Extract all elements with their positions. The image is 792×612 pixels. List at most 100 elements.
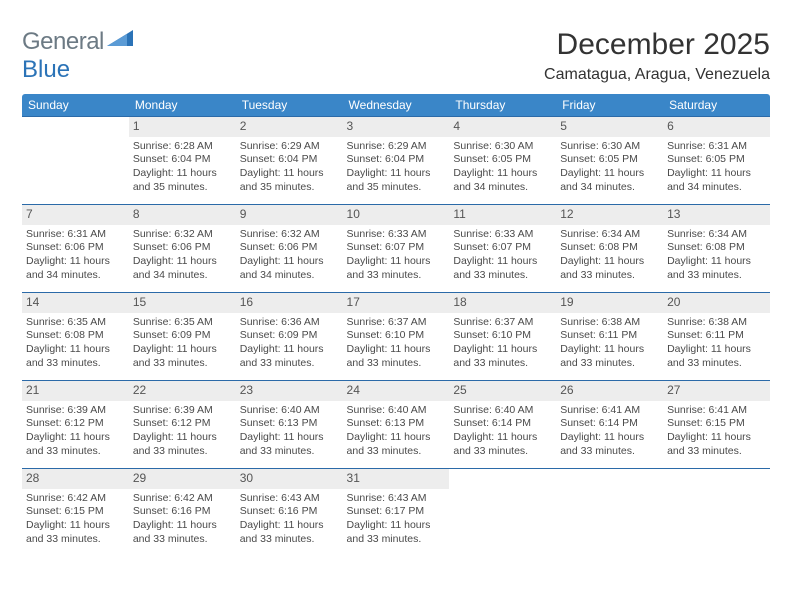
day-info-line: and 33 minutes. [453,357,550,371]
day-number: 1 [129,117,236,137]
day-info-line: Sunrise: 6:36 AM [240,316,337,330]
logo-triangle-icon [107,28,133,46]
day-number: 30 [236,469,343,489]
day-info-line: Daylight: 11 hours [240,431,337,445]
day-number: 16 [236,293,343,313]
day-info-line: Sunset: 6:04 PM [240,153,337,167]
weekday-header: Friday [556,94,663,117]
day-info-line: and 33 minutes. [667,445,764,459]
day-info-line: Sunrise: 6:33 AM [453,228,550,242]
day-info-line: and 33 minutes. [347,269,444,283]
day-info-line: Sunrise: 6:43 AM [347,492,444,506]
day-info-line: Sunrise: 6:41 AM [667,404,764,418]
day-info-line: Sunrise: 6:33 AM [347,228,444,242]
day-info-line: Sunrise: 6:39 AM [133,404,230,418]
day-info-line: Daylight: 11 hours [26,519,123,533]
day-info-line: Daylight: 11 hours [667,167,764,181]
day-info-line: Sunrise: 6:40 AM [453,404,550,418]
calendar-day-cell: 26Sunrise: 6:41 AMSunset: 6:14 PMDayligh… [556,381,663,469]
logo-line2: Blue [22,56,70,84]
calendar-day-cell: 8Sunrise: 6:32 AMSunset: 6:06 PMDaylight… [129,205,236,293]
calendar-day-cell [556,469,663,557]
day-number: 8 [129,205,236,225]
day-info-line: and 35 minutes. [240,181,337,195]
day-number: 12 [556,205,663,225]
day-info-line: and 33 minutes. [560,357,657,371]
day-info-line: Sunset: 6:04 PM [133,153,230,167]
calendar-day-cell [22,117,129,205]
day-info-line: Sunrise: 6:35 AM [26,316,123,330]
weekday-header: Monday [129,94,236,117]
calendar-day-cell: 3Sunrise: 6:29 AMSunset: 6:04 PMDaylight… [343,117,450,205]
day-number: 13 [663,205,770,225]
day-info-line: Sunrise: 6:37 AM [453,316,550,330]
day-info-line: and 33 minutes. [240,445,337,459]
day-info-line: Sunset: 6:07 PM [347,241,444,255]
weekday-header: Wednesday [343,94,450,117]
calendar-day-cell: 15Sunrise: 6:35 AMSunset: 6:09 PMDayligh… [129,293,236,381]
day-number: 4 [449,117,556,137]
day-info-line: Sunrise: 6:32 AM [133,228,230,242]
calendar-day-cell: 10Sunrise: 6:33 AMSunset: 6:07 PMDayligh… [343,205,450,293]
calendar-day-cell: 25Sunrise: 6:40 AMSunset: 6:14 PMDayligh… [449,381,556,469]
day-info-line: Sunrise: 6:41 AM [560,404,657,418]
day-info-line: Sunrise: 6:31 AM [26,228,123,242]
day-info-line: Sunset: 6:04 PM [347,153,444,167]
calendar-week-row: 7Sunrise: 6:31 AMSunset: 6:06 PMDaylight… [22,205,770,293]
day-info-line: and 34 minutes. [667,181,764,195]
day-number: 2 [236,117,343,137]
day-info-line: Sunrise: 6:29 AM [240,140,337,154]
calendar-day-cell: 30Sunrise: 6:43 AMSunset: 6:16 PMDayligh… [236,469,343,557]
day-number: 5 [556,117,663,137]
calendar-week-row: 21Sunrise: 6:39 AMSunset: 6:12 PMDayligh… [22,381,770,469]
day-info-line: Sunrise: 6:40 AM [347,404,444,418]
weekday-header: Tuesday [236,94,343,117]
day-info-line: Sunset: 6:08 PM [26,329,123,343]
calendar-day-cell: 11Sunrise: 6:33 AMSunset: 6:07 PMDayligh… [449,205,556,293]
day-info-line: and 34 minutes. [240,269,337,283]
day-info-line: Daylight: 11 hours [347,255,444,269]
calendar-day-cell: 7Sunrise: 6:31 AMSunset: 6:06 PMDaylight… [22,205,129,293]
day-info-line: Daylight: 11 hours [26,343,123,357]
day-number: 14 [22,293,129,313]
topbar: General December 2025 Camatagua, Aragua,… [22,28,770,84]
calendar-day-cell: 5Sunrise: 6:30 AMSunset: 6:05 PMDaylight… [556,117,663,205]
day-info-line: Sunrise: 6:32 AM [240,228,337,242]
day-number: 29 [129,469,236,489]
day-info-line: Sunset: 6:17 PM [347,505,444,519]
calendar-week-row: 28Sunrise: 6:42 AMSunset: 6:15 PMDayligh… [22,469,770,557]
calendar-day-cell: 28Sunrise: 6:42 AMSunset: 6:15 PMDayligh… [22,469,129,557]
calendar-day-cell: 29Sunrise: 6:42 AMSunset: 6:16 PMDayligh… [129,469,236,557]
day-info-line: and 33 minutes. [133,445,230,459]
day-info-line: Sunset: 6:11 PM [667,329,764,343]
calendar-day-cell: 22Sunrise: 6:39 AMSunset: 6:12 PMDayligh… [129,381,236,469]
day-info-line: and 33 minutes. [26,357,123,371]
day-info-line: and 33 minutes. [560,445,657,459]
calendar-day-cell: 19Sunrise: 6:38 AMSunset: 6:11 PMDayligh… [556,293,663,381]
calendar-day-cell [663,469,770,557]
day-info-line: Daylight: 11 hours [560,255,657,269]
day-info-line: Sunrise: 6:35 AM [133,316,230,330]
calendar-day-cell: 16Sunrise: 6:36 AMSunset: 6:09 PMDayligh… [236,293,343,381]
day-info-line: and 33 minutes. [133,533,230,547]
day-info-line: and 33 minutes. [347,357,444,371]
day-number: 6 [663,117,770,137]
day-info-line: Daylight: 11 hours [240,519,337,533]
calendar-day-cell: 4Sunrise: 6:30 AMSunset: 6:05 PMDaylight… [449,117,556,205]
day-info-line: Sunset: 6:06 PM [133,241,230,255]
day-info-line: Daylight: 11 hours [453,431,550,445]
day-info-line: and 33 minutes. [453,445,550,459]
day-number: 28 [22,469,129,489]
day-info-line: Sunset: 6:12 PM [26,417,123,431]
day-info-line: Sunrise: 6:43 AM [240,492,337,506]
day-info-line: Sunset: 6:15 PM [26,505,123,519]
day-info-line: and 34 minutes. [133,269,230,283]
day-number: 26 [556,381,663,401]
day-info-line: and 34 minutes. [26,269,123,283]
logo: General [22,28,133,56]
day-info-line: Daylight: 11 hours [240,343,337,357]
day-number: 25 [449,381,556,401]
day-info-line: Daylight: 11 hours [667,255,764,269]
day-info-line: Sunset: 6:05 PM [453,153,550,167]
day-info-line: Daylight: 11 hours [133,431,230,445]
